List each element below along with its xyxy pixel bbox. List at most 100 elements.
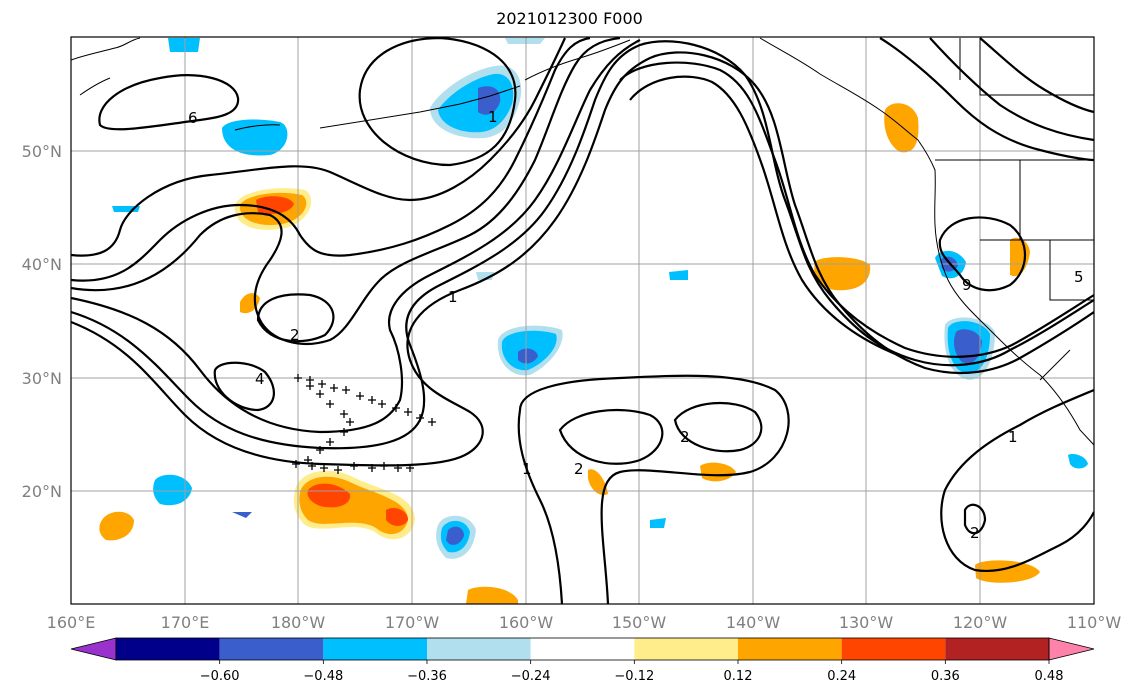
contour-label: 6 bbox=[188, 109, 198, 127]
neg-anomaly-south-core bbox=[446, 526, 464, 545]
pos-anomaly-east bbox=[814, 257, 871, 291]
colorbar-tick-label: −0.60 bbox=[200, 669, 240, 684]
contour-ne-3 bbox=[979, 37, 1094, 114]
contour-label: 1 bbox=[448, 288, 458, 306]
lat-tick-label: 40°N bbox=[22, 255, 62, 274]
pos-anomaly-subtropical-core bbox=[307, 483, 351, 508]
contour-aleutian bbox=[358, 37, 517, 167]
colorbar-tick-label: 0.24 bbox=[827, 669, 856, 684]
contour-label: 1 bbox=[488, 108, 498, 126]
map-frame bbox=[70, 36, 1095, 605]
neg-anomaly-central-core bbox=[518, 348, 538, 364]
lon-tick-label: 140°W bbox=[726, 613, 781, 632]
lon-tick-label: 150°W bbox=[612, 613, 667, 632]
neg-anomaly-aleutian-deep bbox=[478, 86, 501, 115]
shading-layer bbox=[99, 38, 1088, 604]
colorbar-tick-label: −0.12 bbox=[614, 669, 654, 684]
contour-label: 2 bbox=[574, 460, 584, 478]
contour-mid-1 bbox=[71, 39, 641, 434]
colorbar-segment bbox=[323, 638, 427, 660]
pos-anomaly-trop1 bbox=[700, 462, 736, 482]
colorbar-segment bbox=[116, 638, 220, 660]
contour-label: 4 bbox=[255, 370, 265, 388]
neg-anomaly-north2 bbox=[505, 38, 545, 44]
contour-outer-3 bbox=[71, 37, 621, 345]
lon-tick-label: 170°E bbox=[161, 613, 210, 632]
lon-tick-label: 110°W bbox=[1067, 613, 1122, 632]
neg-anomaly-north bbox=[168, 38, 200, 52]
contour-south-outer bbox=[518, 374, 790, 604]
contour-outer-2 bbox=[71, 37, 591, 282]
lon-axis: 160°E 170°E 180°W 170°W 160°W 150°W 140°… bbox=[47, 613, 1122, 632]
contour-label: 1 bbox=[1008, 428, 1018, 446]
contour-labels: 6 1 1 2 4 1 2 2 9 5 1 2 bbox=[188, 108, 1084, 542]
colorbar-tick-label: 0.36 bbox=[931, 669, 960, 684]
contour-label: 5 bbox=[1074, 268, 1084, 286]
contour-calif-low bbox=[938, 216, 1026, 292]
neg-anomaly-south-west bbox=[153, 474, 192, 506]
colorbar-extend-high bbox=[1048, 637, 1095, 661]
contour-south-outer-w bbox=[517, 409, 564, 604]
colorbar-segment bbox=[530, 638, 635, 660]
colorbar-tick-label: −0.24 bbox=[511, 669, 551, 684]
colorbar: −0.60 −0.48 −0.36 −0.24 −0.12 0.12 0.24 0.36 0.4… bbox=[70, 637, 1139, 684]
neg-anomaly-kamchatka bbox=[222, 119, 288, 156]
colorbar-segment bbox=[219, 638, 324, 660]
contour-label: 2 bbox=[970, 524, 980, 542]
lat-axis: 50°N 40°N 30°N 20°N bbox=[22, 142, 62, 501]
pos-anomaly-west-core bbox=[256, 196, 294, 214]
colorbar-tick-label: 0.48 bbox=[1035, 669, 1064, 684]
neg-anomaly-se bbox=[1068, 454, 1088, 469]
contour-label: 2 bbox=[680, 428, 690, 446]
lon-tick-label: 120°W bbox=[953, 613, 1008, 632]
contour-2-south bbox=[558, 408, 664, 465]
contour-4-small bbox=[213, 361, 275, 412]
contour-label: 2 bbox=[290, 326, 300, 344]
pos-anomaly-coast bbox=[884, 103, 919, 153]
colorbar-tick-label: −0.48 bbox=[303, 669, 343, 684]
contour-outer-1 bbox=[71, 37, 567, 257]
colorbar-segment bbox=[427, 638, 531, 660]
colorbar-extend-low bbox=[70, 637, 117, 661]
colorbar-tick-label: 0.12 bbox=[724, 669, 753, 684]
contour-1-east bbox=[940, 388, 1094, 573]
lat-tick-label: 50°N bbox=[22, 142, 62, 161]
lat-tick-label: 20°N bbox=[22, 482, 62, 501]
colorbar-segment bbox=[945, 638, 1049, 660]
contour-inner-3 bbox=[629, 75, 899, 357]
contour-2-south-east bbox=[673, 401, 763, 453]
lon-tick-label: 160°W bbox=[499, 613, 554, 632]
lon-tick-label: 160°E bbox=[47, 613, 96, 632]
lon-tick-label: 170°W bbox=[385, 613, 440, 632]
lon-tick-label: 180°W bbox=[271, 613, 326, 632]
pos-anomaly-trop2 bbox=[588, 469, 608, 496]
neg-anomaly-tiny3 bbox=[650, 518, 666, 528]
colorbar-tick-label: −0.36 bbox=[407, 669, 447, 684]
coastlines bbox=[71, 37, 1094, 446]
pos-anomaly-bottom bbox=[466, 586, 518, 604]
contour-label: 1 bbox=[522, 460, 532, 478]
contour-label: 9 bbox=[962, 276, 972, 294]
contours bbox=[71, 37, 1094, 604]
contour-ne-1 bbox=[879, 37, 1094, 162]
contour-ne-2 bbox=[929, 37, 1094, 142]
neg-anomaly-tiny4 bbox=[232, 512, 252, 518]
lon-tick-label: 130°W bbox=[839, 613, 894, 632]
contour-2-small bbox=[256, 293, 335, 343]
map-title: 2021012300 F000 bbox=[496, 9, 643, 28]
colorbar-segment bbox=[841, 638, 946, 660]
significance-markers bbox=[292, 374, 436, 474]
colorbar-outline bbox=[115, 637, 1050, 661]
pos-anomaly-subtropical-core2 bbox=[386, 508, 408, 526]
colorbar-segment bbox=[634, 638, 738, 660]
contour-2-east bbox=[963, 503, 987, 535]
pos-anomaly-far-west bbox=[99, 511, 134, 541]
contour-6-west bbox=[98, 74, 240, 131]
colorbar-segment bbox=[738, 638, 842, 660]
lat-tick-label: 30°N bbox=[22, 369, 62, 388]
pos-anomaly-trop3 bbox=[975, 560, 1040, 583]
contour-inner-2 bbox=[619, 61, 1094, 358]
neg-anomaly-tiny bbox=[669, 270, 688, 280]
contour-inner-1 bbox=[71, 51, 1094, 467]
